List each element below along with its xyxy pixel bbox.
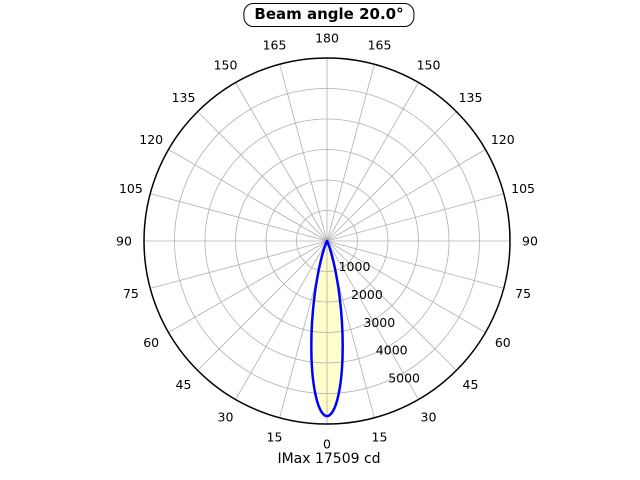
grid-spoke (326, 240, 419, 400)
chart-title: Beam angle 20.0° (254, 5, 404, 23)
angle-tick-label: 120 (491, 132, 515, 147)
angle-tick-label: 135 (459, 90, 483, 105)
grid-spoke (150, 240, 328, 289)
radial-tick-label: 4000 (376, 343, 408, 358)
grid-spoke (326, 193, 504, 242)
angle-tick-label: 0 (323, 437, 331, 452)
grid-spoke (326, 64, 375, 242)
grid-spoke (150, 193, 328, 242)
angle-tick-label: 135 (172, 90, 196, 105)
angle-tick-label: 120 (139, 132, 163, 147)
angle-tick-label: 75 (515, 286, 531, 301)
radial-tick-label: 2000 (351, 287, 383, 302)
angle-tick-label: 60 (495, 335, 511, 350)
angle-tick-label: 105 (119, 181, 143, 196)
angle-tick-label: 15 (267, 430, 283, 445)
beam-lobe-outline (310, 239, 344, 418)
grid-spoke (235, 240, 328, 400)
angle-tick-label: 90 (116, 234, 132, 249)
grid-spoke (197, 240, 328, 371)
grid-spoke (326, 240, 486, 333)
angle-tick-label: 30 (421, 409, 437, 424)
radial-tick-label: 3000 (363, 315, 395, 330)
radial-tick-label: 5000 (388, 371, 420, 386)
grid-spoke (326, 240, 504, 289)
grid-spoke (326, 82, 419, 242)
angle-tick-label: 180 (315, 31, 339, 46)
angle-tick-label: 150 (214, 58, 238, 73)
grid-spoke (168, 240, 328, 333)
angle-tick-label: 45 (463, 377, 479, 392)
angle-tick-label: 90 (522, 234, 538, 249)
grid-spoke (197, 111, 328, 242)
grid-spoke (326, 111, 457, 242)
angle-tick-label: 15 (372, 430, 388, 445)
grid-spoke (279, 64, 328, 242)
grid-spoke (168, 149, 328, 242)
grid-spoke (235, 82, 328, 242)
grid-spoke (326, 149, 486, 242)
angle-tick-label: 165 (263, 37, 287, 52)
angle-tick-label: 45 (176, 377, 192, 392)
polar-outline (143, 57, 511, 425)
chart-title-box: Beam angle 20.0° (243, 3, 415, 27)
angle-tick-label: 105 (511, 181, 535, 196)
imax-label: IMax 17509 cd (277, 451, 381, 467)
angle-tick-label: 30 (218, 409, 234, 424)
angle-tick-label: 165 (368, 37, 392, 52)
angle-tick-label: 75 (123, 286, 139, 301)
grid-spoke (326, 240, 457, 371)
angle-tick-label: 60 (143, 335, 159, 350)
angle-tick-label: 150 (417, 58, 441, 73)
radial-tick-label: 1000 (339, 259, 371, 274)
